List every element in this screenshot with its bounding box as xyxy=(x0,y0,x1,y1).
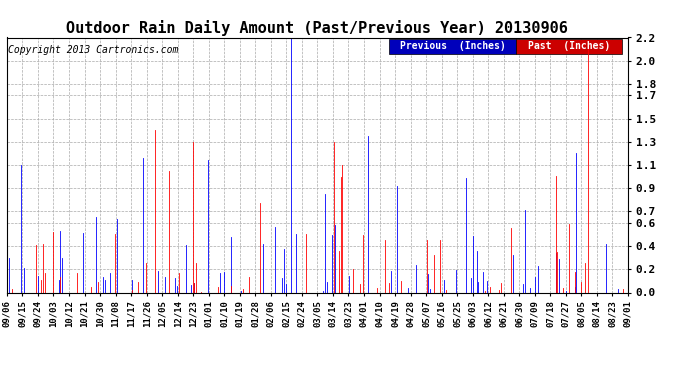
Bar xyxy=(389,39,516,54)
Text: Copyright 2013 Cartronics.com: Copyright 2013 Cartronics.com xyxy=(8,45,179,55)
Title: Outdoor Rain Daily Amount (Past/Previous Year) 20130906: Outdoor Rain Daily Amount (Past/Previous… xyxy=(66,20,569,36)
Text: Previous  (Inches): Previous (Inches) xyxy=(400,41,505,51)
Text: Past  (Inches): Past (Inches) xyxy=(528,41,610,51)
Bar xyxy=(516,39,622,54)
